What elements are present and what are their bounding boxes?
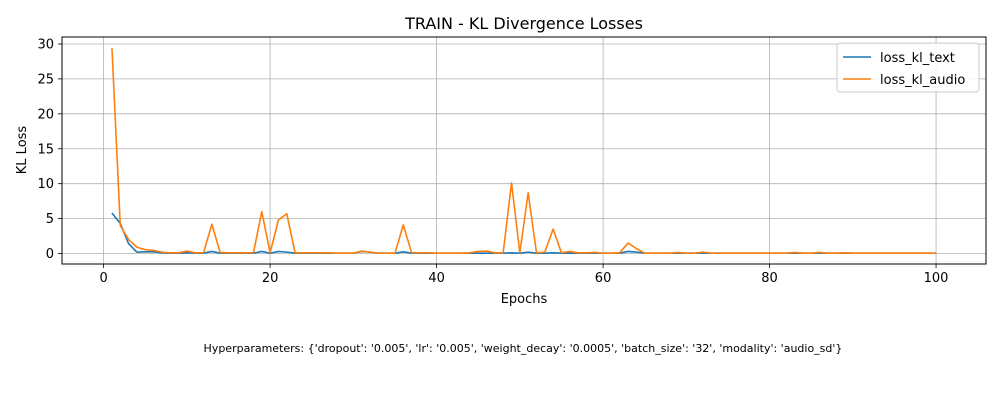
x-tick-label: 80	[761, 271, 778, 286]
x-tick-label: 20	[262, 271, 279, 286]
plot-frame	[61, 36, 987, 265]
y-tick-label: 0	[46, 247, 54, 262]
hyperparameters-caption: Hyperparameters: {'dropout': '0.005', 'l…	[203, 342, 843, 355]
chart-title: TRAIN - KL Divergence Losses	[404, 14, 643, 33]
x-tick-label: 60	[595, 271, 612, 286]
y-tick-label: 20	[37, 107, 54, 122]
y-tick-label: 30	[37, 37, 54, 52]
legend-label-loss-kl-text: loss_kl_text	[880, 51, 955, 66]
legend-box	[836, 42, 980, 93]
x-axis-ticks: 0 20 40 60 80 100	[99, 264, 948, 286]
y-tick-label: 25	[37, 72, 54, 87]
x-tick-label: 40	[428, 271, 445, 286]
x-axis-label: Epochs	[501, 292, 548, 307]
y-axis-ticks: 0 5 10 15 20 25 30	[37, 37, 62, 262]
legend-label-loss-kl-audio: loss_kl_audio	[880, 73, 965, 88]
y-tick-label: 15	[37, 142, 54, 157]
x-tick-label: 0	[99, 271, 107, 286]
series-group	[111, 48, 937, 254]
x-tick-label: 100	[924, 271, 949, 286]
y-tick-label: 5	[46, 212, 54, 227]
y-axis-label: KL Loss	[15, 126, 30, 175]
series-line-loss-kl-audio	[111, 48, 937, 254]
legend: loss_kl_text loss_kl_audio	[836, 42, 980, 93]
y-tick-label: 10	[37, 177, 54, 192]
